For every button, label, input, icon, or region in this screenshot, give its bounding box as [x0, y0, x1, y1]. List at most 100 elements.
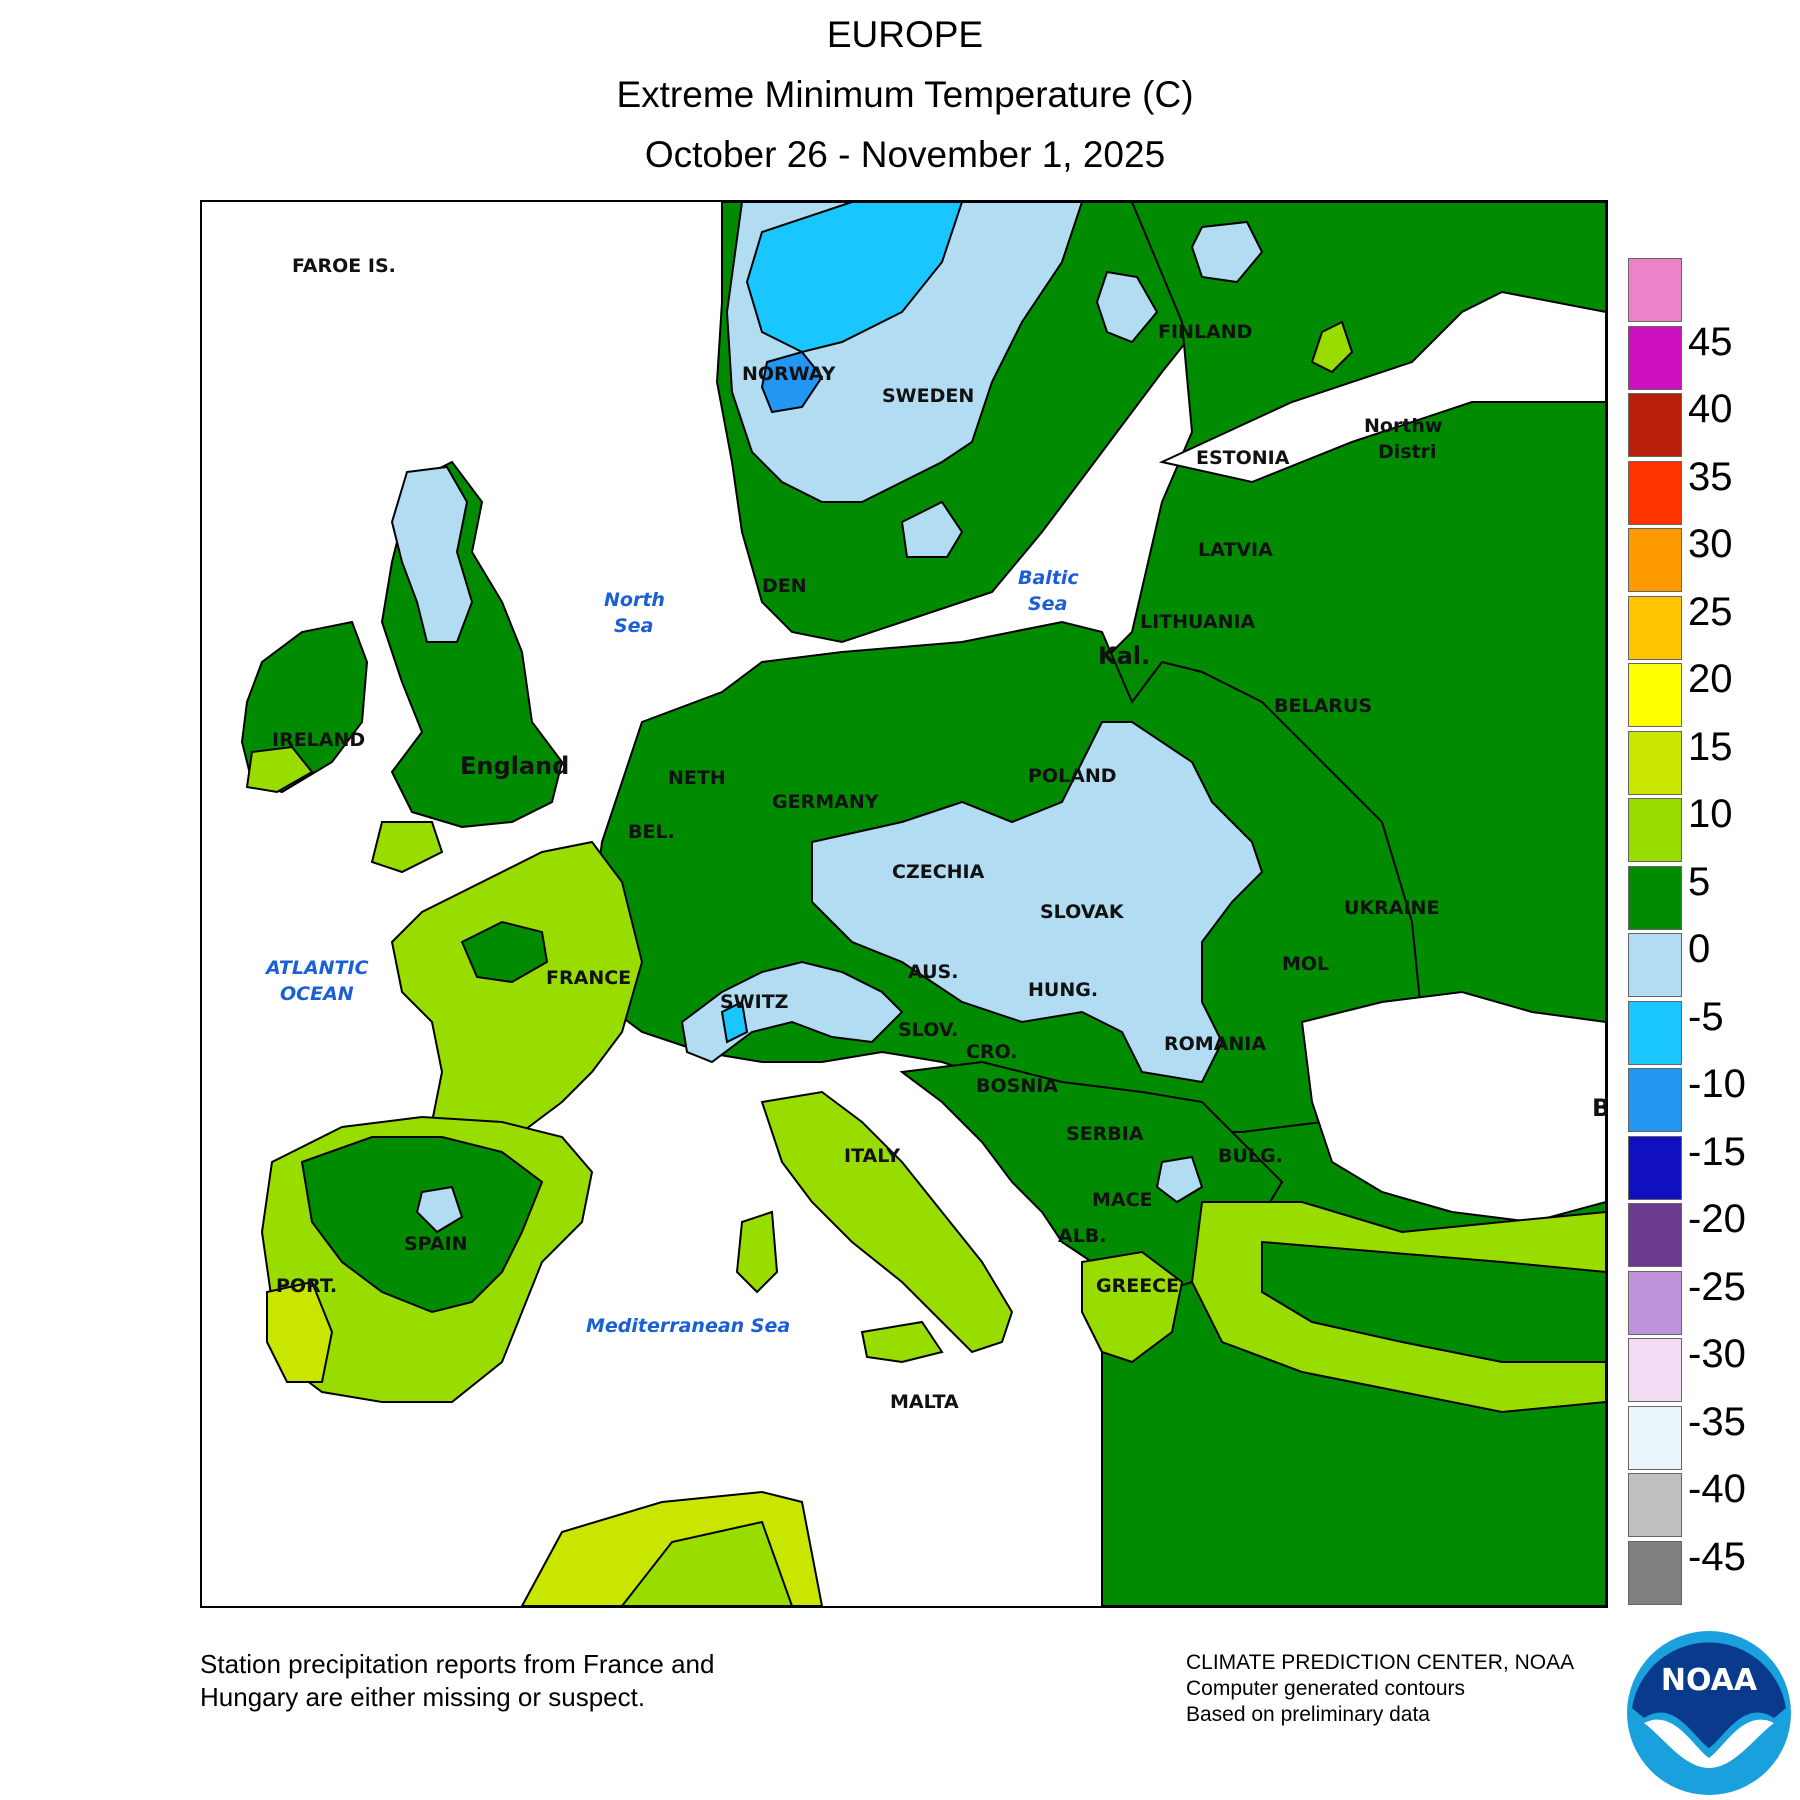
- map-variable-title: Extreme Minimum Temperature (C): [616, 74, 1194, 115]
- legend-tick-label: -35: [1688, 1399, 1746, 1444]
- land-sicily: [860, 1320, 944, 1364]
- label-netherlands: NETH: [668, 767, 726, 789]
- legend-swatch: [1628, 258, 1682, 322]
- legend-tick-label: 40: [1688, 387, 1733, 431]
- credit-block: CLIMATE PREDICTION CENTER, NOAA Computer…: [1186, 1650, 1606, 1728]
- label-bosnia: BOSNIA: [976, 1075, 1058, 1097]
- legend-swatch: [1628, 460, 1682, 525]
- label-malta: MALTA: [890, 1391, 959, 1413]
- legend-swatch: [1628, 393, 1682, 457]
- legend-swatch: [1628, 325, 1682, 390]
- note-line-1: Station precipitation reports from Franc…: [200, 1649, 715, 1679]
- legend-swatch: [1628, 730, 1682, 795]
- legend-tick-label: 20: [1688, 657, 1733, 701]
- label-france: FRANCE: [546, 967, 631, 989]
- label-north-sea-line2: Sea: [614, 615, 653, 637]
- label-switzerland: SWITZ: [720, 991, 788, 1013]
- legend-tick-label: 25: [1688, 589, 1733, 634]
- warm-zone-north-africa: [620, 1520, 794, 1606]
- legend-tick-label: 0: [1688, 927, 1711, 971]
- sea-black: [1300, 990, 1606, 1224]
- land-sardinia: [735, 1210, 779, 1294]
- noaa-logo: NOAA: [1627, 1631, 1791, 1795]
- label-romania: ROMANIA: [1164, 1033, 1266, 1055]
- warm-zone-russia-north: [1310, 320, 1354, 374]
- label-ireland: IRELAND: [272, 729, 365, 751]
- cold-zone-scotland: [390, 465, 474, 643]
- warm-zone-portugal: [266, 1280, 334, 1383]
- label-austria: AUS.: [908, 961, 958, 983]
- label-ukraine: UKRAINE: [1344, 897, 1439, 919]
- cold-zone-spain-central: [300, 1136, 544, 1314]
- map-canvas: FAROE IS. NORWAY SWEDEN FINLAND ESTONIA …: [240, 202, 1606, 1606]
- map-period-title: October 26 - November 1, 2025: [644, 134, 1166, 175]
- label-north-sea-line1: North: [604, 589, 665, 611]
- legend-tick-label: -15: [1688, 1129, 1746, 1174]
- label-greece: GREECE: [1096, 1275, 1179, 1297]
- legend-swatch: [1628, 1270, 1682, 1335]
- legend-tick-label: 10: [1688, 792, 1733, 836]
- legend-swatch: [1628, 663, 1682, 727]
- cold-zone-sweden-lake: [900, 500, 964, 558]
- warm-zone-ireland-south: [245, 745, 314, 794]
- label-belgium: BEL.: [628, 821, 675, 843]
- label-germany: GERMANY: [772, 791, 879, 813]
- label-lithuania: LITHUANIA: [1140, 611, 1256, 633]
- label-slovenia: SLOV.: [898, 1019, 958, 1041]
- label-baltic-sea-line2: Sea: [1028, 593, 1067, 615]
- cold-zone-norway-core: [760, 350, 824, 414]
- label-faroe: FAROE IS.: [292, 255, 396, 277]
- label-portugal: PORT.: [276, 1275, 337, 1297]
- warm-zone-wales: [370, 821, 444, 874]
- label-denmark: DEN: [762, 575, 807, 597]
- legend-tick-label: 5: [1688, 859, 1711, 904]
- legend-tick-label: 30: [1688, 522, 1733, 566]
- label-atlantic-line1: ATLANTIC: [264, 957, 369, 979]
- cold-zone-finland: [1190, 220, 1264, 284]
- cold-zone-france-interior: [460, 920, 549, 984]
- label-finland: FINLAND: [1158, 321, 1252, 343]
- legend-tick-label: -10: [1688, 1062, 1746, 1106]
- cold-zone-alps-core: [720, 1000, 749, 1044]
- sea-gulf-finland: [1158, 290, 1606, 484]
- label-northwest: Northw: [1364, 415, 1443, 437]
- label-black-sea-edge: B: [1592, 1094, 1606, 1122]
- label-kaliningrad: Kal.: [1098, 642, 1150, 670]
- label-estonia: ESTONIA: [1196, 447, 1290, 469]
- legend-swatch: [1628, 1405, 1682, 1470]
- legend-tick-label: -5: [1688, 994, 1724, 1039]
- label-latvia: LATVIA: [1198, 539, 1273, 561]
- legend-tick-label: 45: [1688, 319, 1733, 364]
- label-spain: SPAIN: [404, 1233, 468, 1255]
- cold-zone-norway-deep: [745, 202, 964, 354]
- cold-zone-bulgaria: [1155, 1155, 1204, 1204]
- noaa-logo-upper: [1632, 1642, 1786, 1748]
- label-croatia: CRO.: [966, 1041, 1018, 1063]
- label-belarus: BELARUS: [1274, 695, 1372, 717]
- legend-tick-label: -30: [1688, 1332, 1746, 1376]
- legend-tick-label: 15: [1688, 724, 1733, 769]
- legend-swatch: [1628, 798, 1682, 862]
- label-serbia: SERBIA: [1066, 1123, 1144, 1145]
- temperature-map: FAROE IS. NORWAY SWEDEN FINLAND ESTONIA …: [200, 200, 1608, 1608]
- label-czechia: CZECHIA: [892, 861, 985, 883]
- legend-swatch: [1628, 1068, 1682, 1132]
- data-quality-note: Station precipitation reports from Franc…: [200, 1648, 840, 1714]
- note-line-2: Hungary are either missing or suspect.: [200, 1682, 646, 1712]
- legend-swatch: [1628, 1000, 1682, 1065]
- legend-tick-label: -20: [1688, 1197, 1746, 1241]
- label-bulgaria: BULG.: [1218, 1145, 1283, 1167]
- cold-zone-anatolia: [1261, 1240, 1606, 1363]
- legend-swatch: [1628, 528, 1682, 592]
- noaa-logo-gull: [1644, 1719, 1774, 1768]
- label-albania: ALB.: [1058, 1225, 1107, 1247]
- label-italy: ITALY: [844, 1145, 900, 1167]
- legend-swatch: [1628, 933, 1682, 997]
- label-sweden: SWEDEN: [882, 385, 974, 407]
- legend-swatch: [1628, 1473, 1682, 1537]
- legend-swatch: [1628, 1338, 1682, 1402]
- label-baltic-sea-line1: Baltic: [1018, 567, 1079, 589]
- legend-tick-label: -40: [1688, 1467, 1746, 1511]
- noaa-logo-text: NOAA: [1661, 1663, 1758, 1698]
- warm-zone-greece: [1081, 1250, 1184, 1364]
